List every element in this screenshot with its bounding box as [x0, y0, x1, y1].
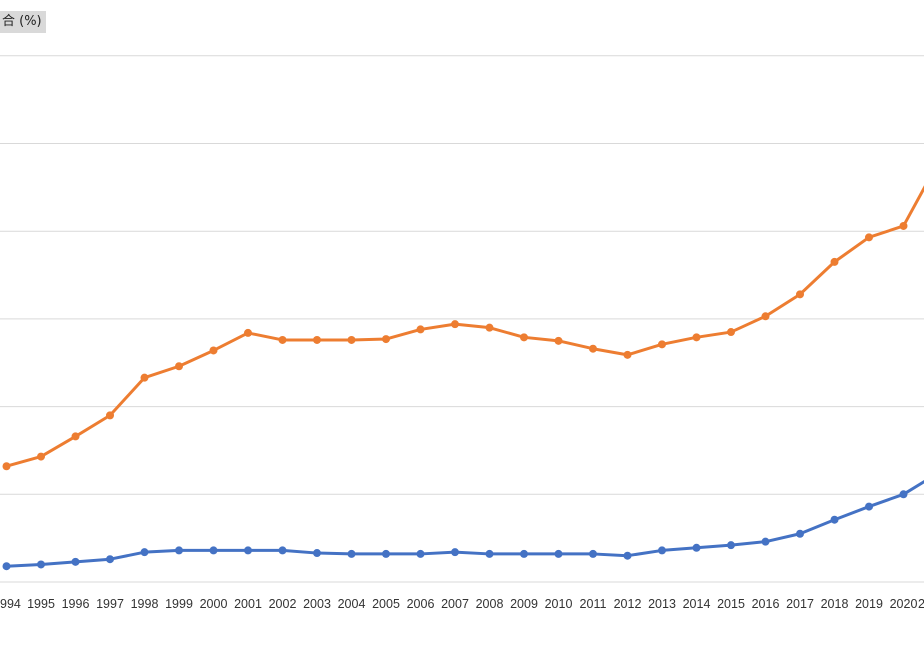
data-point	[761, 537, 770, 546]
data-point	[37, 452, 45, 461]
data-point	[761, 312, 770, 321]
data-point	[623, 551, 632, 560]
data-point	[899, 221, 908, 230]
data-point	[485, 549, 494, 558]
data-point	[2, 562, 11, 571]
data-point	[485, 323, 494, 332]
data-point	[416, 325, 425, 334]
x-tick-label: 2000	[200, 597, 228, 611]
series-lines	[2, 185, 924, 571]
x-tick-label: 1998	[131, 597, 159, 611]
x-tick-label: 2009	[510, 597, 538, 611]
data-point	[347, 549, 356, 558]
data-point	[278, 335, 287, 344]
data-point	[209, 346, 218, 355]
data-point	[796, 529, 804, 538]
series-line-2	[6, 480, 924, 568]
data-point	[899, 490, 908, 499]
data-point	[71, 557, 80, 566]
data-point	[244, 328, 252, 337]
x-tick-label: 2015	[717, 597, 745, 611]
data-point	[382, 549, 390, 558]
data-point	[658, 546, 666, 555]
data-point	[865, 233, 873, 242]
data-point	[416, 549, 425, 558]
data-point	[175, 362, 183, 371]
data-point	[451, 548, 459, 557]
data-point	[554, 336, 563, 345]
x-tick-label: 2018	[821, 597, 849, 611]
x-tick-label: 1995	[27, 597, 55, 611]
data-point	[140, 548, 149, 557]
data-point	[658, 340, 666, 349]
data-point	[520, 549, 528, 558]
data-point	[830, 257, 839, 266]
x-tick-label: 2017	[786, 597, 814, 611]
x-tick-label: 2007	[441, 597, 469, 611]
x-tick-label: 2013	[648, 597, 676, 611]
data-point	[244, 546, 252, 555]
x-tick-label: 2008	[476, 597, 504, 611]
data-point	[347, 335, 356, 344]
data-point	[71, 432, 80, 441]
data-point	[313, 549, 321, 558]
data-point	[589, 344, 597, 353]
x-tick-label: 2	[918, 597, 924, 611]
x-tick-label: 2019	[855, 597, 883, 611]
series-line-1	[6, 185, 924, 468]
x-tick-label: 2012	[614, 597, 642, 611]
data-point	[278, 546, 287, 555]
x-tick-label: 2003	[303, 597, 331, 611]
x-tick-label: 2005	[372, 597, 400, 611]
chart-title: 合 (%)	[0, 11, 46, 33]
data-point	[106, 411, 114, 420]
x-tick-label: 2001	[234, 597, 262, 611]
x-axis-tick-labels: 994 1995 1996 1997 1998 1999 2000 2001 2002 2003 2…	[0, 597, 924, 611]
gridlines	[0, 55, 924, 583]
x-tick-label: 994	[0, 597, 21, 611]
data-point	[554, 549, 563, 558]
x-tick-label: 1996	[62, 597, 90, 611]
data-point	[382, 335, 390, 344]
x-tick-label: 1997	[96, 597, 124, 611]
data-point	[451, 320, 459, 329]
x-tick-label: 2020	[890, 597, 918, 611]
x-tick-label: 2011	[580, 597, 607, 611]
data-point	[830, 515, 839, 524]
x-tick-label: 2004	[338, 597, 366, 611]
x-tick-label: 2002	[269, 597, 297, 611]
data-point	[37, 560, 45, 569]
x-tick-label: 2016	[752, 597, 780, 611]
data-point	[2, 462, 11, 471]
data-point	[175, 546, 183, 555]
data-point	[106, 555, 114, 564]
data-point	[727, 328, 735, 337]
x-tick-label: 2014	[683, 597, 711, 611]
data-point	[727, 541, 735, 550]
data-point	[313, 335, 321, 344]
data-point	[520, 333, 528, 342]
data-point	[692, 333, 701, 342]
data-point	[623, 350, 632, 359]
data-point	[140, 373, 149, 382]
data-point	[589, 549, 597, 558]
x-tick-label: 2006	[407, 597, 435, 611]
data-point	[209, 546, 218, 555]
x-tick-label: 1999	[165, 597, 193, 611]
data-point	[865, 502, 873, 511]
x-tick-label: 2010	[545, 597, 573, 611]
data-point	[796, 290, 804, 299]
data-point	[692, 543, 701, 552]
